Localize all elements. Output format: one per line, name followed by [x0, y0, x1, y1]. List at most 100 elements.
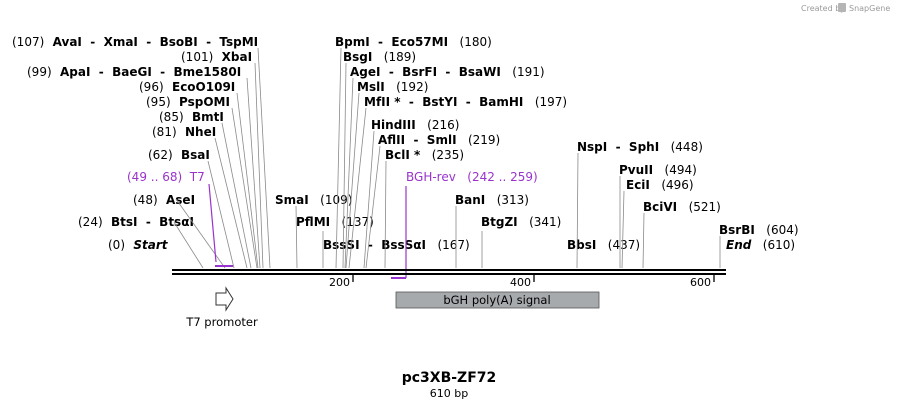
site-label[interactable]: EciI (496): [626, 178, 694, 192]
primer-label[interactable]: (49 .. 68) T7: [127, 170, 205, 184]
site-label[interactable]: (85) BmtI: [159, 110, 224, 124]
snapgene-logo-icon: [838, 3, 846, 12]
site-label-part: BsaI: [173, 148, 210, 162]
site-label[interactable]: (62) BsaI: [148, 148, 210, 162]
site-label-part: NheI: [177, 125, 217, 139]
site-label-part: (437): [596, 238, 640, 252]
site-label[interactable]: (48) AseI: [133, 193, 195, 207]
construct-length: 610 bp: [430, 387, 468, 400]
site-label-part: PvuII: [619, 163, 653, 177]
site-label[interactable]: BsrBI (604): [719, 223, 799, 237]
site-label[interactable]: PvuII (494): [619, 163, 697, 177]
site-label[interactable]: BclI * (235): [385, 148, 464, 162]
site-label[interactable]: (24) BtsI - BtsαI: [78, 215, 194, 229]
t7-promoter-label: T7 promoter: [185, 315, 258, 329]
site-label-part: PflMI: [296, 215, 330, 229]
site-label-part: (496): [650, 178, 694, 192]
site-label[interactable]: MslI (192): [357, 80, 428, 94]
site-label[interactable]: (96) EcoO109I: [139, 80, 235, 94]
site-label[interactable]: (101) XbaI: [181, 50, 252, 64]
t7-promoter-arrow-icon: [215, 286, 234, 312]
site-label-part: XbaI: [213, 50, 252, 64]
site-label-part: (219): [457, 133, 501, 147]
site-label-part: (448): [659, 140, 703, 154]
site-label[interactable]: BciVI (521): [643, 200, 721, 214]
site-label-part: (604): [755, 223, 799, 237]
site-label[interactable]: SmaI (109): [275, 193, 352, 207]
site-label-part: BtsI - BtsαI: [103, 215, 194, 229]
site-label[interactable]: NspI - SphI (448): [577, 140, 703, 154]
site-label-part: BsgI: [343, 50, 372, 64]
site-label[interactable]: (99) ApaI - BaeGI - Bme1580I: [27, 65, 241, 79]
t7-primer-mark[interactable]: [208, 183, 233, 267]
site-label-part: PspOMI: [171, 95, 230, 109]
site-label-part: (191): [501, 65, 545, 79]
site-label[interactable]: (107) AvaI - XmaI - BsoBI - TspMI: [12, 35, 258, 49]
site-label-part: BanI: [455, 193, 485, 207]
site-label-part: (99): [27, 65, 52, 79]
site-label[interactable]: BtgZI (341): [481, 215, 561, 229]
bgh-polya-feature[interactable]: bGH poly(A) signal: [395, 291, 600, 309]
brand-text: SnapGene: [849, 4, 890, 13]
site-label[interactable]: BpmI - Eco57MI (180): [335, 35, 492, 49]
site-label-part: EcoO109I: [164, 80, 236, 94]
site-label-part: BmtI: [184, 110, 224, 124]
ruler-tick-label: 200: [329, 276, 350, 289]
site-label-part: AflII - SmlI: [378, 133, 457, 147]
site-label[interactable]: BssSI - BssSαI (167): [323, 238, 470, 252]
site-label-part: (197): [523, 95, 567, 109]
site-label-part: (137): [330, 215, 374, 229]
site-label-part: BsrBI: [719, 223, 755, 237]
site-label-part: (0): [108, 238, 125, 252]
site-label-part: MfII * - BstYI - BamHI: [364, 95, 523, 109]
site-label-part: ApaI - BaeGI - Bme1580I: [52, 65, 242, 79]
bgh-polya-label: bGH poly(A) signal: [443, 293, 550, 307]
site-label-part: End: [726, 238, 752, 252]
site-label[interactable]: PflMI (137): [296, 215, 374, 229]
site-label-part: SmaI: [275, 193, 309, 207]
site-label[interactable]: BsgI (189): [343, 50, 416, 64]
bgh-rev-primer-mark[interactable]: [391, 186, 407, 279]
site-label-part: EciI: [626, 178, 650, 192]
site-label-part: NspI - SphI: [577, 140, 659, 154]
site-label-part: (341): [518, 215, 562, 229]
site-label[interactable]: BbsI (437): [567, 238, 640, 252]
site-label-part: (216): [416, 118, 460, 132]
site-label-part: (49 .. 68) T7: [127, 170, 205, 184]
leader-lines: [173, 47, 721, 269]
site-label[interactable]: AflII - SmlI (219): [378, 133, 500, 147]
site-label-part: BtgZI: [481, 215, 518, 229]
site-label-part: (192): [385, 80, 429, 94]
site-label-part: (167): [426, 238, 470, 252]
end-label[interactable]: End (610): [726, 238, 795, 252]
site-label-part: BssSI - BssSαI: [323, 238, 426, 252]
site-label-part: BbsI: [567, 238, 596, 252]
site-label[interactable]: BanI (313): [455, 193, 529, 207]
site-label-part: (189): [372, 50, 416, 64]
t7-promoter-feature[interactable]: T7 promoter: [185, 286, 258, 329]
site-label-part: (107): [12, 35, 44, 49]
site-label-part: BGH-rev (242 .. 259): [406, 170, 538, 184]
primer-label[interactable]: BGH-rev (242 .. 259): [406, 170, 538, 184]
site-label-part: (180): [448, 35, 492, 49]
site-label[interactable]: (95) PspOMI: [146, 95, 230, 109]
site-label-part: (96): [139, 80, 164, 94]
site-label-part: BclI *: [385, 148, 421, 162]
site-label-part: (235): [420, 148, 464, 162]
site-label[interactable]: MfII * - BstYI - BamHI (197): [364, 95, 567, 109]
start-label[interactable]: (0) Start: [108, 238, 169, 252]
site-label-part: (24): [78, 215, 103, 229]
site-label[interactable]: HindIII (216): [371, 118, 459, 132]
site-label-part: (81): [152, 125, 177, 139]
site-label[interactable]: (81) NheI: [152, 125, 216, 139]
site-label-part: (109): [309, 193, 353, 207]
site-label-part: (313): [485, 193, 529, 207]
site-label-part: (48): [133, 193, 158, 207]
site-label-part: MslI: [357, 80, 385, 94]
site-label-part: (494): [653, 163, 697, 177]
site-label[interactable]: AgeI - BsrFI - BsaWI (191): [350, 65, 545, 79]
credit-text: Created by: [801, 4, 845, 13]
ruler: 200 400 600: [329, 275, 715, 289]
site-label-part: (95): [146, 95, 171, 109]
